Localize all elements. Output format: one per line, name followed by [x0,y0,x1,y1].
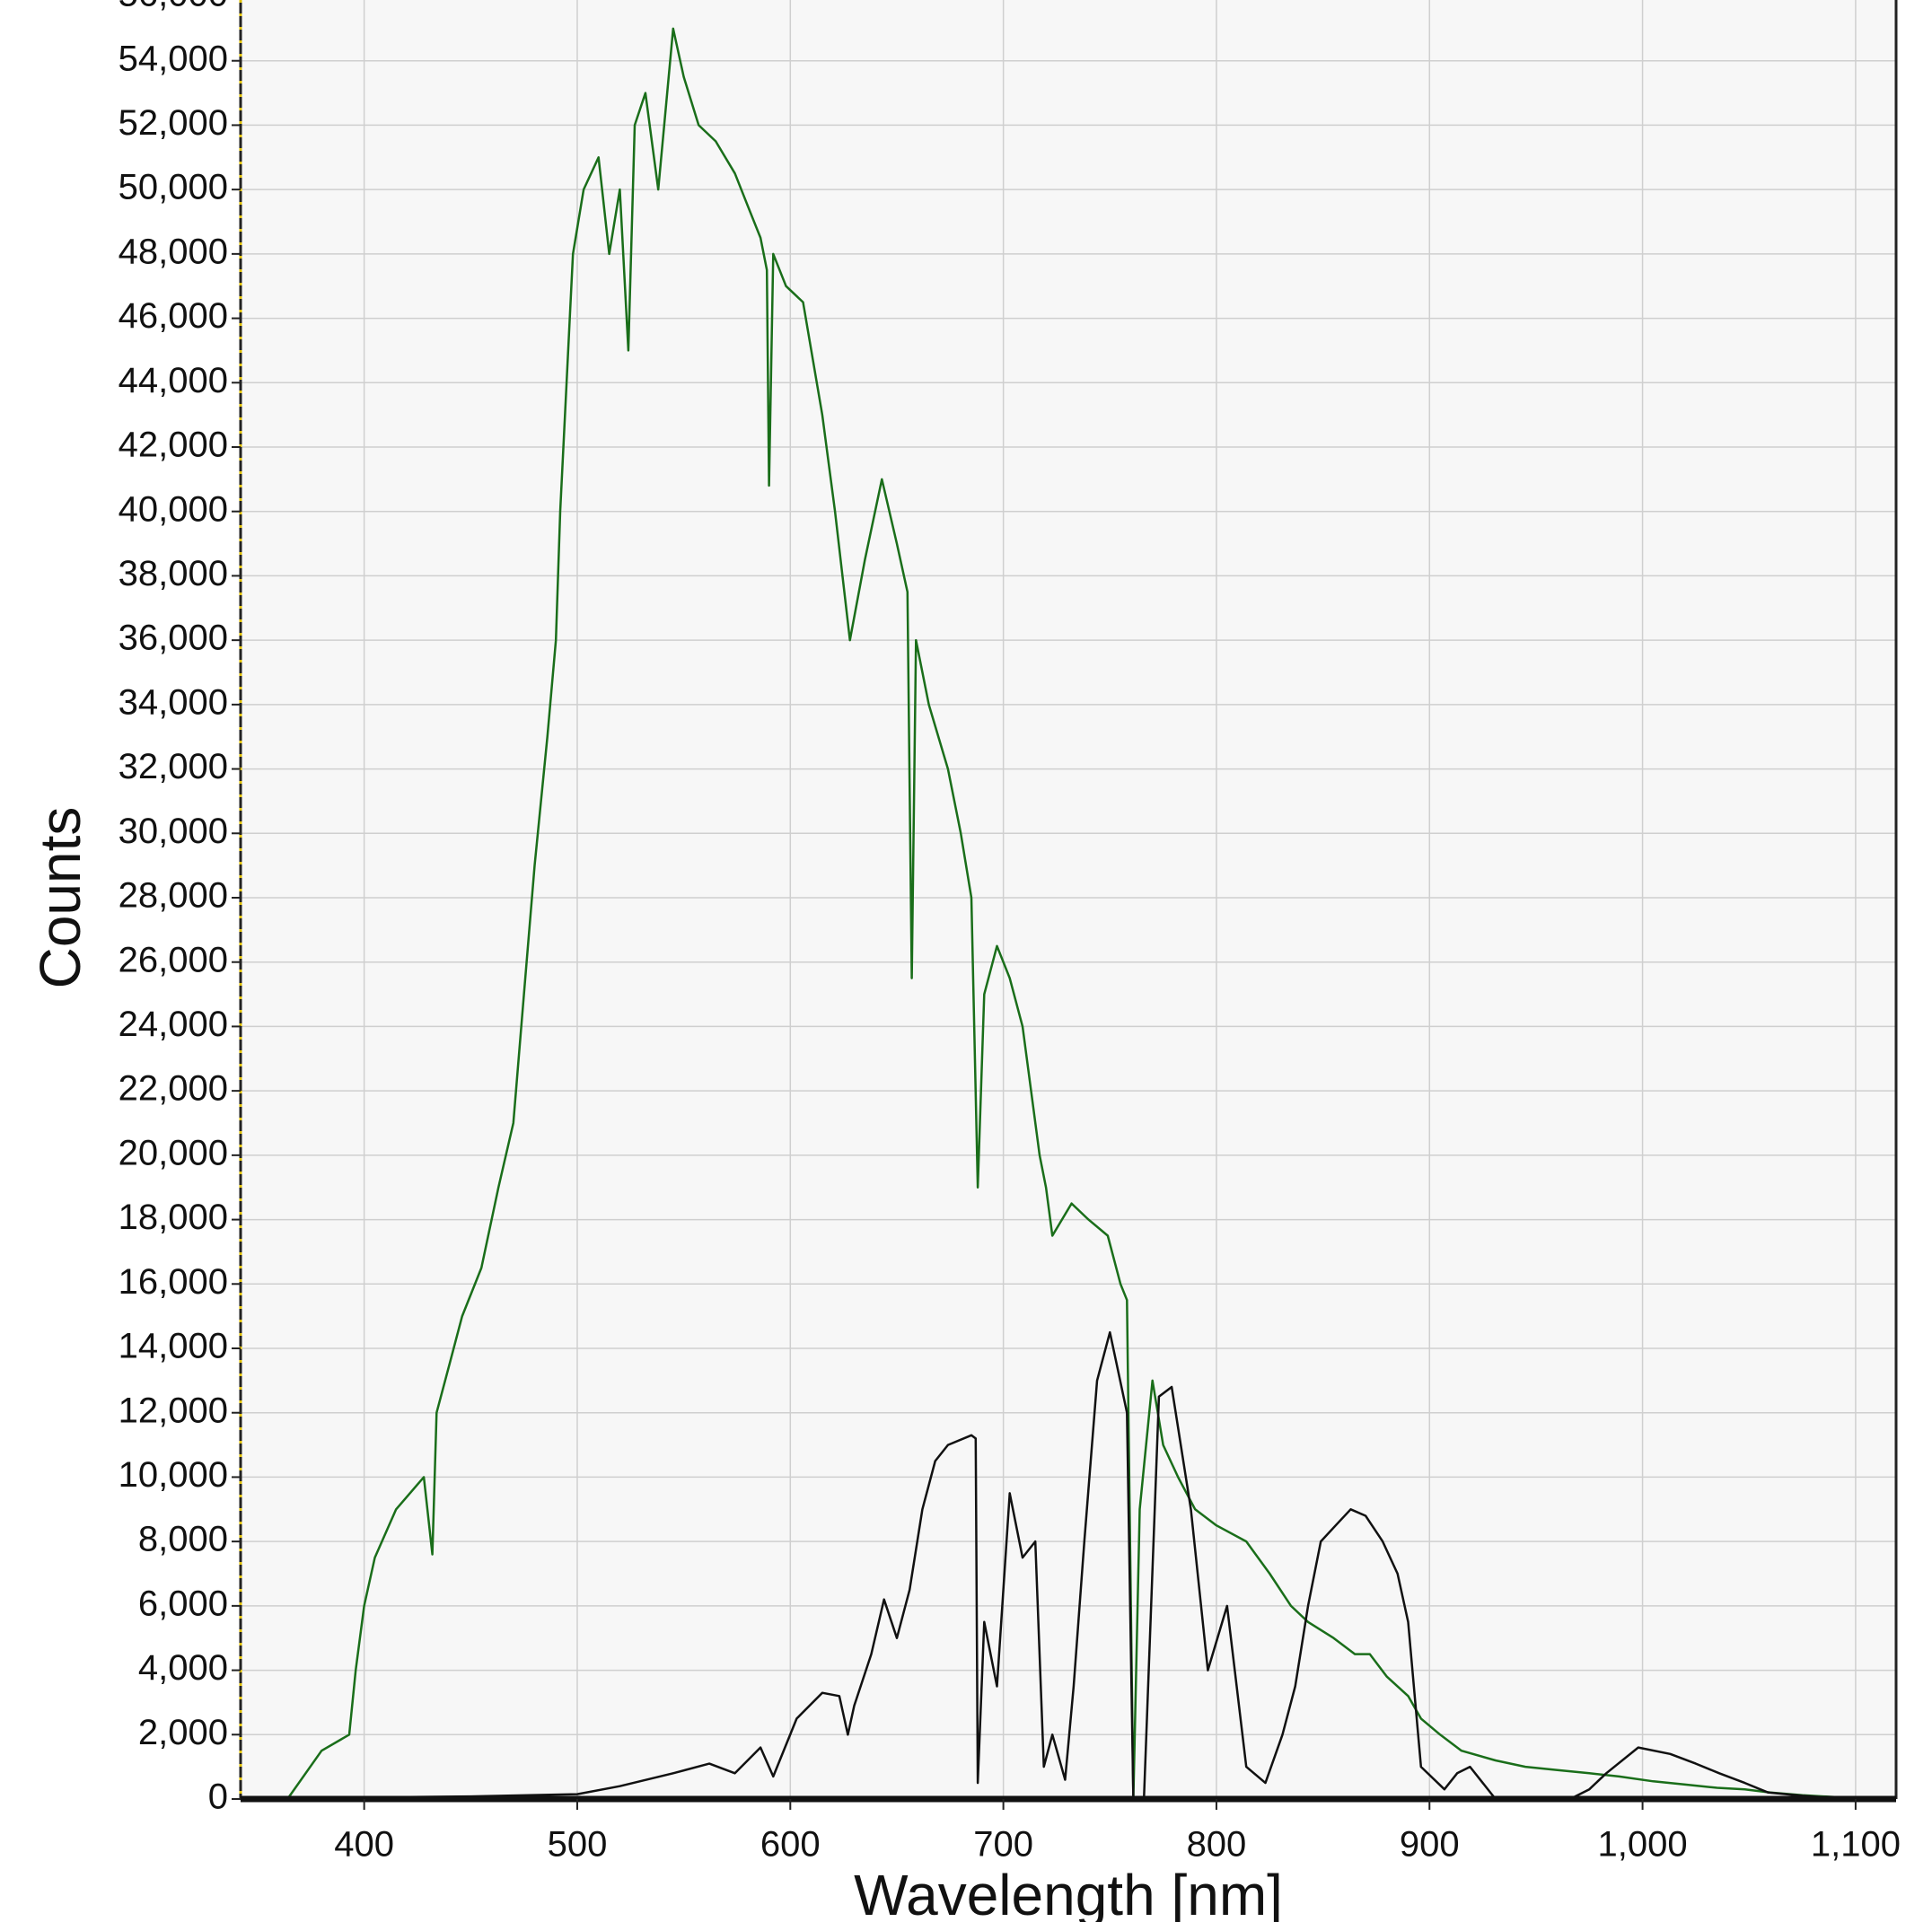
y-tick-label: 38,000 [119,554,228,593]
y-tick-label: 54,000 [119,39,228,78]
y-tick-label: 0 [208,1777,228,1817]
x-tick-label: 1,100 [1811,1825,1901,1865]
y-tick-label: 30,000 [119,812,228,851]
y-tick-label: 2,000 [138,1713,228,1752]
y-tick-label: 50,000 [119,168,228,207]
x-tick-label: 600 [760,1825,821,1865]
y-tick-label: 44,000 [119,361,228,400]
series-line [286,27,1856,1801]
x-tick-label: 800 [1187,1825,1247,1865]
y-axis-title: Counts [28,807,92,989]
y-tick-label: 28,000 [119,876,228,916]
x-axis-title: Wavelength [nm] [854,1863,1283,1922]
y-tick-label: 20,000 [119,1133,228,1172]
y-tick-label: 36,000 [119,619,228,658]
plot-area [241,0,1896,1799]
x-tick-label: 500 [548,1825,608,1865]
y-tick-label: 6,000 [138,1584,228,1623]
y-tick-label: 26,000 [119,940,228,979]
y-tick-label: 8,000 [138,1520,228,1559]
x-tick-label: 1,000 [1598,1825,1688,1865]
y-tick-label: 48,000 [119,232,228,271]
y-tick-label: 24,000 [119,1005,228,1044]
y-tick-label: 12,000 [119,1391,228,1430]
y-tick-label: 34,000 [119,682,228,722]
x-tick-label: 400 [334,1825,394,1865]
y-tick-label: 52,000 [119,103,228,143]
y-tick-label: 18,000 [119,1198,228,1237]
y-tick-label: 4,000 [138,1648,228,1688]
y-tick-label: 14,000 [119,1327,228,1366]
y-tick-label: 16,000 [119,1262,228,1302]
x-tick-label: 900 [1400,1825,1460,1865]
y-tick-label: 56,000 [119,0,228,14]
x-tick-label: 700 [973,1825,1033,1865]
y-tick-label: 46,000 [119,296,228,336]
y-tick-label: 10,000 [119,1455,228,1495]
y-tick-label: 32,000 [119,747,228,786]
y-tick-label: 22,000 [119,1069,228,1109]
y-tick-label: 42,000 [119,426,228,465]
y-tick-label: 40,000 [119,489,228,529]
